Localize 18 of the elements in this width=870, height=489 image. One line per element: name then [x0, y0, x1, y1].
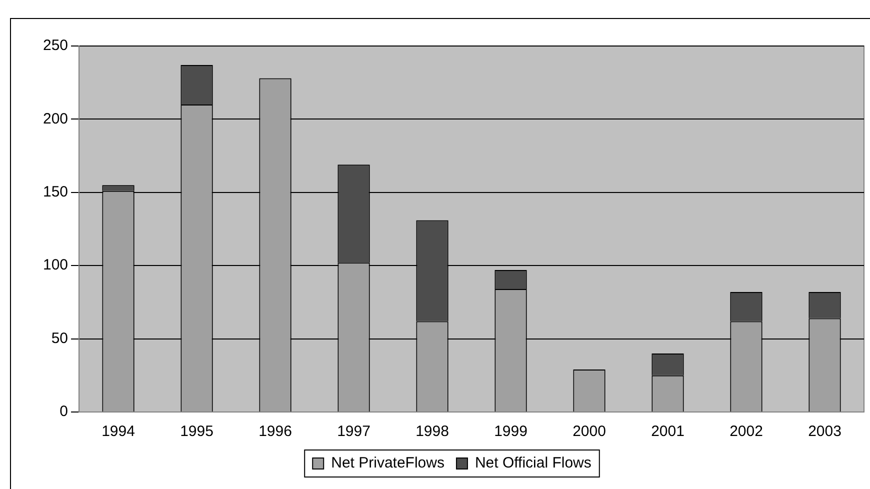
legend-label: Net PrivateFlows	[331, 454, 444, 472]
x-tick-label: 1996	[258, 423, 292, 440]
x-tick-label: 1997	[337, 423, 370, 440]
x-tick-label: 2002	[730, 423, 763, 440]
y-tick-label: 50	[51, 330, 68, 347]
x-tick-label: 1999	[494, 423, 528, 440]
x-tick-label: 1998	[416, 423, 449, 440]
x-tick-label: 1995	[180, 423, 214, 440]
x-tick-label: 2001	[651, 423, 684, 440]
y-tick-label: 200	[42, 110, 68, 128]
x-tick-label: 2000	[572, 423, 606, 440]
legend-label: Net Official Flows	[474, 454, 592, 472]
y-tick-label: 0	[60, 403, 68, 420]
y-tick-label: 150	[42, 184, 68, 201]
x-tick-label: 1994	[102, 423, 135, 440]
y-tick-label: 250	[42, 37, 68, 54]
x-tick-label: 2003	[808, 423, 842, 440]
y-tick-label: 100	[42, 256, 68, 274]
